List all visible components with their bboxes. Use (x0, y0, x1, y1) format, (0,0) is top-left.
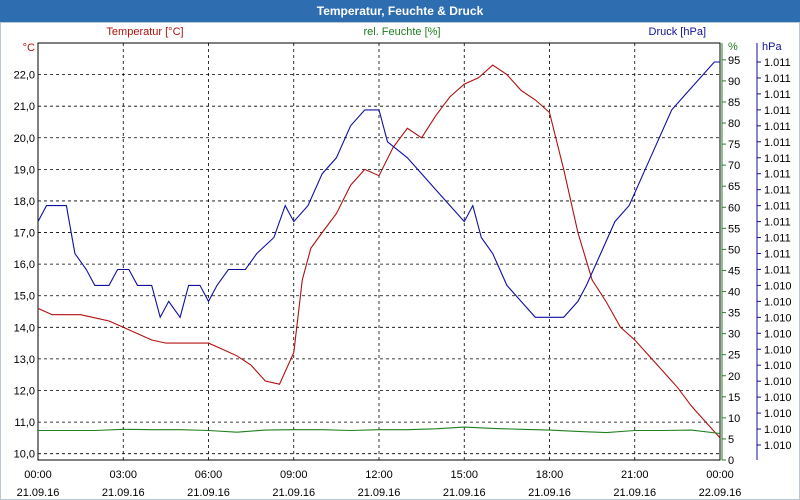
x-tick-date: 21.09.16 (102, 487, 145, 498)
x-tick-time: 12:00 (365, 469, 393, 481)
x-tick-date: 21.09.16 (17, 487, 60, 498)
humidity-tick-label: 45 (728, 265, 740, 277)
humidity-tick-label: 5 (728, 434, 734, 446)
temp-tick-label: 11,0 (14, 417, 35, 429)
chart-svg: 00:00 21.09.16 03:00 21.09.16 06:00 21.09.16 0… (14, 26, 792, 498)
legend-temperature: Temperatur [°C] (106, 26, 183, 38)
x-tick-date: 21.09.16 (613, 487, 656, 498)
humidity-tick-label: 60 (728, 202, 740, 214)
humidity-tick-label: 95 (728, 55, 740, 67)
humidity-tick-label: 15 (728, 392, 740, 404)
humidity-tick-label: 0 (728, 455, 734, 467)
temp-tick-label: 14,0 (14, 322, 35, 334)
pressure-tick-label: 1.011 (764, 57, 791, 69)
x-tick-time: 06:00 (195, 469, 223, 481)
window-titlebar: Temperatur, Feuchte & Druck (0, 0, 800, 23)
x-tick-date: 21.09.16 (528, 487, 571, 498)
humidity-axis-unit: % (728, 41, 738, 53)
pressure-tick-label: 1.011 (764, 89, 791, 101)
temp-axis-unit: °C (23, 42, 35, 54)
temp-tick-label: 16,0 (14, 259, 35, 271)
x-tick-time: 09:00 (280, 469, 308, 481)
pressure-tick-label: 1.011 (764, 217, 791, 229)
temp-tick-label: 15,0 (14, 291, 35, 303)
x-tick-time: 18:00 (536, 469, 564, 481)
pressure-tick-label: 1.010 (764, 296, 792, 308)
series-line-pressure (37, 61, 720, 319)
temp-tick-label: 20,0 (14, 133, 35, 145)
pressure-tick-label: 1.011 (764, 249, 791, 261)
temp-tick-label: 21,0 (14, 101, 35, 113)
x-tick-date: 21.09.16 (187, 487, 230, 498)
humidity-tick-label: 40 (728, 287, 740, 299)
pressure-tick-label: 1.011 (764, 137, 791, 149)
x-tick-date: 21.09.16 (272, 487, 315, 498)
x-tick-time: 15:00 (450, 469, 478, 481)
temp-tick-label: 22,0 (14, 70, 35, 82)
window-title: Temperatur, Feuchte & Druck (316, 4, 484, 18)
humidity-tick-label: 85 (728, 97, 740, 109)
pressure-tick-label: 1.011 (764, 264, 791, 276)
x-tick-time: 21:00 (621, 469, 649, 481)
humidity-tick-label: 30 (728, 329, 740, 341)
pressure-tick-label: 1.010 (764, 328, 792, 340)
pressure-tick-label: 1.010 (764, 280, 792, 292)
pressure-tick-label: 1.011 (764, 121, 791, 133)
pressure-axis-unit: hPa (762, 41, 782, 53)
pressure-tick-label: 1.010 (764, 344, 792, 356)
humidity-tick-label: 80 (728, 118, 740, 130)
x-tick-time: 03:00 (109, 469, 137, 481)
humidity-tick-label: 65 (728, 181, 740, 193)
x-tick-date: 21.09.16 (443, 487, 486, 498)
pressure-tick-label: 1.011 (764, 233, 791, 245)
pressure-tick-label: 1.010 (764, 408, 792, 420)
pressure-tick-label: 1.011 (764, 201, 791, 213)
legend-humidity: rel. Feuchte [%] (363, 26, 440, 38)
series-line-temperature (37, 64, 721, 439)
temp-tick-label: 13,0 (14, 354, 35, 366)
pressure-tick-label: 1.010 (764, 312, 792, 324)
pressure-tick-label: 1.010 (764, 424, 792, 436)
pressure-tick-label: 1.010 (764, 360, 792, 372)
pressure-tick-label: 1.011 (764, 169, 791, 181)
humidity-tick-label: 75 (728, 139, 740, 151)
series-line-humidity (38, 426, 721, 435)
x-tick-date: 22.09.16 (699, 487, 742, 498)
temp-tick-label: 18,0 (14, 196, 35, 208)
pressure-tick-label: 1.010 (764, 440, 792, 452)
pressure-tick-label: 1.011 (764, 185, 791, 197)
x-tick-time: 00:00 (24, 469, 52, 481)
legend-pressure: Druck [hPa] (649, 26, 706, 38)
humidity-tick-label: 25 (728, 350, 740, 362)
pressure-tick-label: 1.010 (764, 392, 792, 404)
humidity-tick-label: 50 (728, 244, 740, 256)
humidity-tick-label: 55 (728, 223, 740, 235)
humidity-tick-label: 20 (728, 371, 740, 383)
temp-tick-label: 19,0 (14, 164, 35, 176)
pressure-tick-label: 1.011 (764, 105, 791, 117)
temp-tick-label: 10,0 (14, 449, 35, 461)
temp-tick-label: 17,0 (14, 228, 35, 240)
pressure-tick-label: 1.010 (764, 376, 792, 388)
x-tick-date: 21.09.16 (358, 487, 401, 498)
x-tick-time: 00:00 (706, 469, 734, 481)
pressure-tick-label: 1.011 (764, 153, 791, 165)
pressure-tick-label: 1.011 (764, 73, 791, 85)
humidity-tick-label: 70 (728, 160, 740, 172)
humidity-tick-label: 90 (728, 76, 740, 88)
temp-tick-label: 12,0 (14, 386, 35, 398)
humidity-tick-label: 10 (728, 413, 740, 425)
humidity-tick-label: 35 (728, 308, 740, 320)
